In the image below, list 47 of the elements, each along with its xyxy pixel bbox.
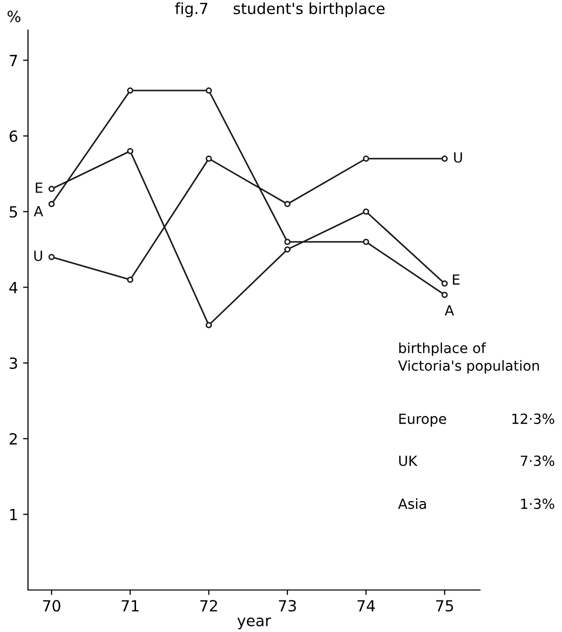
annotation: Asia: [398, 498, 426, 510]
point: [442, 280, 448, 287]
text: 7·3%: [520, 456, 554, 466]
x-tick-label: 70: [43, 600, 60, 612]
point: [48, 186, 55, 192]
annotation: birthplace of Victoria's population: [398, 342, 539, 374]
point: [362, 238, 370, 246]
point: [48, 254, 55, 260]
point: [284, 238, 291, 246]
text: A: [444, 305, 454, 316]
point: [127, 148, 134, 154]
point: [284, 200, 291, 208]
y-tick-label: 2: [10, 433, 17, 444]
x-tick-label: 73: [278, 600, 296, 612]
y-tick-label: 4: [9, 282, 18, 294]
x-axis-title: year: [237, 618, 272, 630]
x-tick-label: 71: [122, 600, 138, 612]
point: [206, 87, 212, 94]
text: 1·3%: [521, 498, 554, 510]
y-tick-label: 3: [10, 357, 18, 369]
series-label: E: [452, 274, 460, 285]
point: [284, 246, 291, 253]
point: [442, 292, 448, 298]
point: [206, 322, 212, 328]
point: [362, 208, 370, 215]
y-tick-label: 7: [10, 54, 17, 66]
annotation: Europe: [399, 414, 446, 427]
point: [362, 156, 370, 162]
series-label: U: [34, 250, 42, 262]
x-tick-label: 74: [358, 600, 375, 612]
text: 12·3%: [512, 414, 554, 424]
x-tick-label: 72: [200, 600, 217, 612]
y-tick-label: 1: [10, 508, 17, 520]
point: [442, 156, 448, 162]
point: [127, 276, 134, 283]
y-tick-label: 6: [10, 130, 18, 142]
y-tick-label: 5: [10, 206, 17, 218]
annotation: UK: [399, 456, 418, 466]
x-tick-label: 75: [436, 600, 454, 612]
chart-title: fig.7 student's birthplace: [175, 2, 384, 18]
y-axis-title: %: [8, 10, 20, 22]
text: E: [36, 182, 42, 193]
text: U: [454, 152, 462, 163]
point: [48, 200, 55, 208]
series-label: A: [34, 206, 44, 216]
point: [206, 156, 212, 162]
point: [127, 87, 134, 94]
